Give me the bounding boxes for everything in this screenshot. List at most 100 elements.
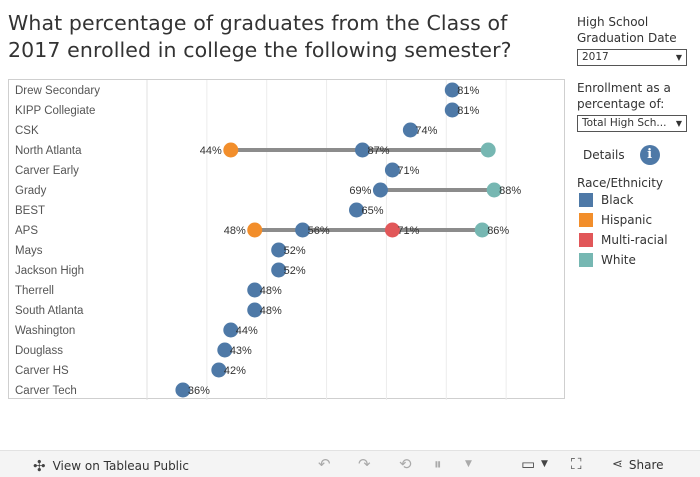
legend-swatch bbox=[579, 213, 593, 227]
data-point-black bbox=[295, 222, 311, 238]
legend-label: White bbox=[601, 253, 636, 267]
category-label: Carver Early bbox=[15, 165, 79, 177]
category-label: APS bbox=[15, 225, 38, 237]
data-point-black bbox=[444, 82, 460, 98]
category-label: Jackson High bbox=[15, 265, 84, 277]
data-label: 48% bbox=[260, 285, 282, 297]
category-label: Washington bbox=[15, 325, 75, 337]
enrollment-value: Total High Sch... bbox=[582, 117, 667, 129]
data-label: 52% bbox=[284, 265, 306, 277]
category-label: CSK bbox=[15, 125, 39, 137]
legend-item-white[interactable]: White bbox=[577, 250, 695, 270]
legend-label: Hispanic bbox=[601, 213, 653, 227]
chart-svg: Drew Secondary 81% KIPP Collegiate 81% CSK 74… bbox=[15, 80, 521, 400]
legend-title: Race/Ethnicity bbox=[577, 176, 664, 190]
data-point-hispanic bbox=[247, 222, 263, 238]
tableau-toolbar: ✣ View on Tableau Public ↶ ↷ ⟲ ⏸ ▼ ▭ ▼ ⛶… bbox=[0, 450, 700, 477]
data-point-black bbox=[217, 342, 233, 358]
data-label: 48% bbox=[260, 305, 282, 317]
data-point-black bbox=[349, 202, 364, 218]
category-label: Carver HS bbox=[15, 365, 69, 377]
details-row: Details i bbox=[577, 144, 695, 166]
filter-panel: High School Graduation Date 2017 ▼ Enrol… bbox=[577, 14, 695, 270]
data-point-black bbox=[372, 182, 388, 198]
legend-item-hispanic[interactable]: Hispanic bbox=[577, 210, 695, 230]
view-on-tableau-label: View on Tableau Public bbox=[52, 459, 189, 473]
pause-icon[interactable]: ⏸ bbox=[434, 455, 442, 473]
category-label: Drew Secondary bbox=[15, 85, 100, 97]
share-label: Share bbox=[628, 457, 664, 472]
chevron-down-icon[interactable]: ▼ bbox=[541, 459, 548, 469]
undo-icon[interactable]: ↶ bbox=[318, 455, 331, 473]
data-label: 88% bbox=[499, 185, 521, 197]
data-label: 43% bbox=[230, 345, 252, 357]
data-point-black bbox=[175, 382, 191, 398]
data-label: 71% bbox=[397, 225, 419, 237]
legend-item-multi-racial[interactable]: Multi-racial bbox=[577, 230, 695, 250]
data-label: 65% bbox=[362, 205, 384, 217]
data-point-black bbox=[271, 242, 287, 258]
data-label: 44% bbox=[200, 145, 222, 157]
data-point-multi-racial bbox=[384, 222, 400, 238]
category-label: Grady bbox=[15, 185, 47, 197]
data-point-black bbox=[271, 262, 287, 278]
category-label: Mays bbox=[15, 245, 43, 257]
comment-icon[interactable]: ▭ bbox=[521, 455, 536, 473]
details-label: Details bbox=[583, 148, 625, 162]
graduation-date-label: High School Graduation Date bbox=[577, 15, 677, 45]
redo-icon[interactable]: ↷ bbox=[358, 455, 371, 473]
graduation-date-select[interactable]: 2017 ▼ bbox=[577, 49, 687, 66]
legend: Black Hispanic Multi-racial White bbox=[577, 190, 695, 270]
data-point-black bbox=[384, 162, 400, 178]
revert-icon[interactable]: ⟲ bbox=[399, 455, 412, 473]
data-label: 81% bbox=[457, 85, 479, 97]
enrollment-label: Enrollment as a percentage of: bbox=[577, 81, 671, 111]
legend-swatch bbox=[579, 233, 593, 247]
legend-label: Black bbox=[601, 193, 634, 207]
legend-swatch bbox=[579, 253, 593, 267]
data-label: 69% bbox=[349, 185, 371, 197]
category-label: Carver Tech bbox=[15, 385, 77, 397]
data-label: 74% bbox=[415, 125, 437, 137]
data-point-white bbox=[474, 222, 490, 238]
share-icon: ⋖ bbox=[612, 457, 623, 472]
data-label: 71% bbox=[397, 165, 419, 177]
data-label: 87% bbox=[367, 145, 389, 157]
legend-label: Multi-racial bbox=[601, 233, 668, 247]
page-title: What percentage of graduates from the Cl… bbox=[8, 11, 512, 62]
category-label: South Atlanta bbox=[15, 305, 84, 317]
graduation-date-value: 2017 bbox=[582, 51, 609, 63]
legend-swatch bbox=[579, 193, 593, 207]
chevron-down-icon[interactable]: ▼ bbox=[465, 459, 472, 469]
data-label: 44% bbox=[236, 325, 258, 337]
fullscreen-icon[interactable]: ⛶ bbox=[571, 455, 582, 473]
tableau-logo-icon: ✣ bbox=[33, 457, 46, 475]
data-label: 81% bbox=[457, 105, 479, 117]
category-label: KIPP Collegiate bbox=[15, 105, 95, 117]
data-point-white bbox=[480, 142, 496, 158]
view-on-tableau-link[interactable]: ✣ View on Tableau Public bbox=[33, 457, 189, 475]
legend-item-black[interactable]: Black bbox=[577, 190, 695, 210]
category-label: Douglass bbox=[15, 345, 63, 357]
data-point-black bbox=[223, 322, 239, 338]
share-button[interactable]: ⋖ Share bbox=[612, 457, 664, 472]
enrollment-select[interactable]: Total High Sch... ▼ bbox=[577, 115, 687, 132]
data-label: 48% bbox=[224, 225, 246, 237]
category-label: BEST bbox=[15, 205, 45, 217]
data-point-hispanic bbox=[223, 142, 239, 158]
data-point-black bbox=[247, 302, 263, 318]
chevron-down-icon: ▼ bbox=[675, 119, 682, 128]
data-point-black bbox=[444, 102, 460, 118]
data-label: 42% bbox=[224, 365, 246, 377]
data-label: 86% bbox=[487, 225, 509, 237]
data-point-black bbox=[247, 282, 263, 298]
data-label: 52% bbox=[284, 245, 306, 257]
data-point-black bbox=[211, 362, 227, 378]
data-point-black bbox=[402, 122, 418, 138]
info-icon[interactable]: i bbox=[639, 145, 660, 165]
data-label: 56% bbox=[308, 225, 330, 237]
category-label: North Atlanta bbox=[15, 145, 82, 157]
dot-plot-chart: Drew Secondary 81% KIPP Collegiate 81% CSK 74… bbox=[8, 79, 565, 400]
data-point-white bbox=[486, 182, 502, 198]
category-label: Therrell bbox=[15, 285, 54, 297]
